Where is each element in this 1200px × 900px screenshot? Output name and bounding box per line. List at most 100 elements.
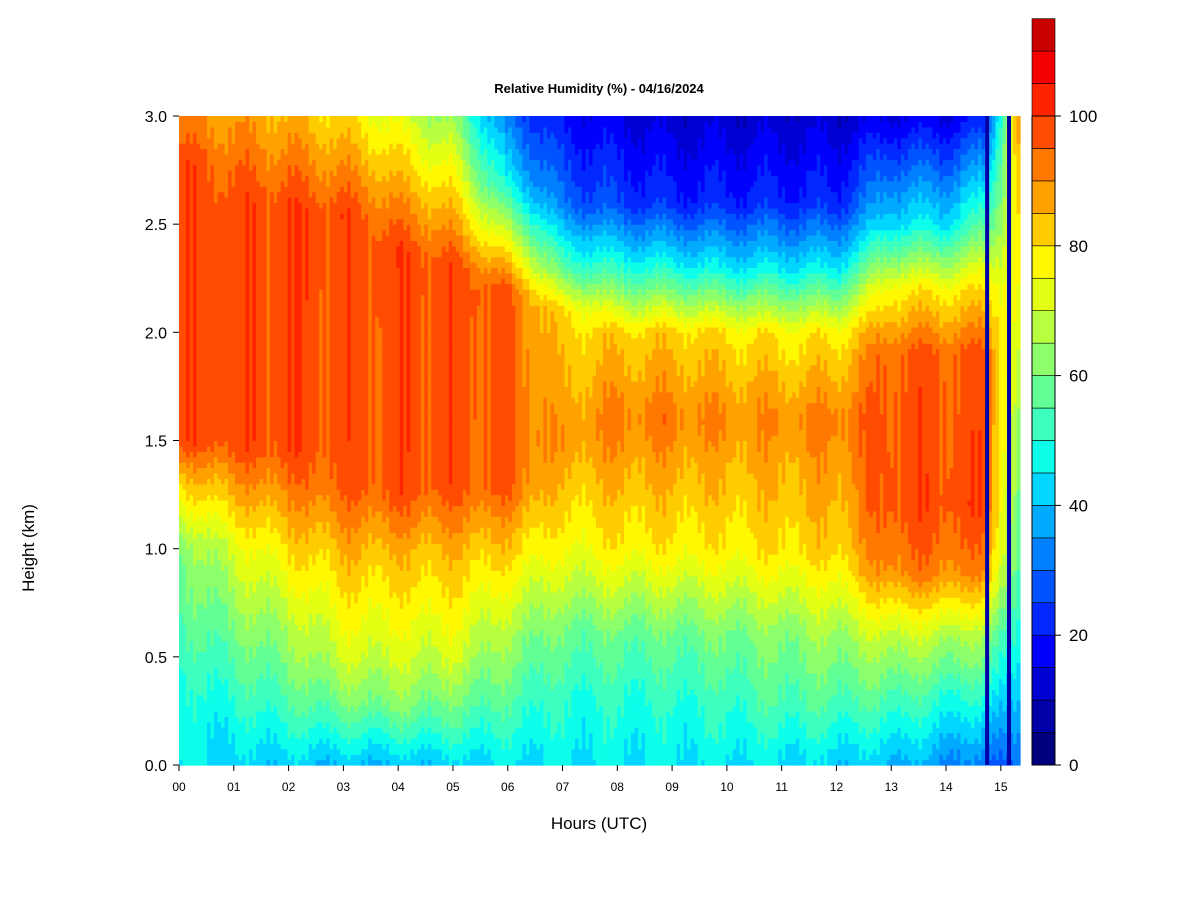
heatmap-cell: [263, 240, 267, 246]
heatmap-cell: [260, 684, 264, 690]
heatmap-cell: [288, 192, 292, 198]
heatmap-cell: [242, 246, 246, 252]
heatmap-cell: [249, 619, 253, 625]
heatmap-cell: [267, 495, 271, 501]
heatmap-cell: [197, 505, 201, 511]
heatmap-cell: [274, 689, 278, 695]
heatmap-cell: [193, 489, 197, 495]
heatmap-cell: [197, 278, 201, 284]
heatmap-cell: [239, 457, 243, 463]
heatmap-cell: [274, 403, 278, 409]
heatmap-cell: [288, 424, 292, 430]
heatmap-cell: [214, 684, 218, 690]
heatmap-cell: [186, 435, 190, 441]
heatmap-cell: [249, 468, 253, 474]
heatmap-cell: [214, 587, 218, 593]
heatmap-cell: [267, 381, 271, 387]
heatmap-cell: [288, 148, 292, 154]
heatmap-cell: [253, 603, 257, 609]
heatmap-cell: [225, 651, 229, 657]
heatmap-cell: [277, 424, 281, 430]
heatmap-cell: [207, 505, 211, 511]
heatmap-cell: [214, 473, 218, 479]
heatmap-cell: [263, 262, 267, 268]
heatmap-cell: [225, 711, 229, 717]
heatmap-cell: [288, 641, 292, 647]
heatmap-cell: [179, 257, 183, 263]
heatmap-cell: [277, 203, 281, 209]
heatmap-cell: [239, 614, 243, 620]
heatmap-cell: [207, 516, 211, 522]
heatmap-cell: [197, 175, 201, 181]
heatmap-cell: [284, 121, 288, 127]
heatmap-cell: [225, 230, 229, 236]
heatmap-cell: [228, 733, 232, 739]
heatmap-cell: [218, 138, 222, 144]
heatmap-cell: [232, 170, 236, 176]
heatmap-cell: [218, 365, 222, 371]
heatmap-cell: [267, 673, 271, 679]
heatmap-cell: [232, 630, 236, 636]
heatmap-cell: [274, 289, 278, 295]
heatmap-cell: [221, 743, 225, 749]
heatmap-cell: [298, 592, 302, 598]
heatmap-cell: [211, 722, 215, 728]
heatmap-cell: [214, 159, 218, 165]
heatmap-cell: [239, 673, 243, 679]
heatmap-cell: [232, 343, 236, 349]
heatmap-cell: [267, 462, 271, 468]
heatmap-cell: [239, 695, 243, 701]
heatmap-cell: [218, 419, 222, 425]
heatmap-cell: [281, 381, 285, 387]
heatmap-cell: [186, 154, 190, 160]
heatmap-cell: [183, 170, 187, 176]
heatmap-cell: [253, 727, 257, 733]
heatmap-cell: [277, 289, 281, 295]
heatmap-cell: [263, 403, 267, 409]
heatmap-cell: [246, 657, 250, 663]
heatmap-cell: [284, 430, 288, 436]
heatmap-cell: [295, 246, 299, 252]
heatmap-cell: [235, 543, 239, 549]
heatmap-cell: [253, 349, 257, 355]
heatmap-cell: [256, 224, 260, 230]
heatmap-cell: [193, 322, 197, 328]
heatmap-cell: [207, 630, 211, 636]
heatmap-cell: [270, 300, 274, 306]
heatmap-cell: [239, 343, 243, 349]
heatmap-cell: [277, 327, 281, 333]
heatmap-cell: [295, 284, 299, 290]
heatmap-cell: [207, 543, 211, 549]
heatmap-cell: [242, 754, 246, 760]
heatmap-cell: [295, 478, 299, 484]
heatmap-cell: [298, 646, 302, 652]
heatmap-cell: [270, 527, 274, 533]
heatmap-cell: [200, 165, 204, 171]
heatmap-cell: [291, 192, 295, 198]
heatmap-cell: [214, 614, 218, 620]
heatmap-cell: [246, 662, 250, 668]
heatmap-cell: [197, 132, 201, 138]
heatmap-cell: [284, 300, 288, 306]
heatmap-cell: [253, 322, 257, 328]
heatmap-cell: [207, 738, 211, 744]
heatmap-cell: [263, 619, 267, 625]
heatmap-cell: [218, 278, 222, 284]
heatmap-cell: [232, 246, 236, 252]
heatmap-cell: [193, 213, 197, 219]
heatmap-cell: [197, 224, 201, 230]
heatmap-cell: [221, 175, 225, 181]
heatmap-cell: [190, 706, 194, 712]
heatmap-cell: [204, 581, 208, 587]
heatmap-cell: [221, 684, 225, 690]
heatmap-cell: [256, 316, 260, 322]
heatmap-cell: [183, 441, 187, 447]
heatmap-cell: [211, 267, 215, 273]
heatmap-cell: [277, 711, 281, 717]
heatmap-cell: [204, 527, 208, 533]
heatmap-cell: [232, 143, 236, 149]
heatmap-cell: [228, 678, 232, 684]
heatmap-cell: [197, 311, 201, 317]
heatmap-cell: [274, 754, 278, 760]
heatmap-cell: [186, 581, 190, 587]
